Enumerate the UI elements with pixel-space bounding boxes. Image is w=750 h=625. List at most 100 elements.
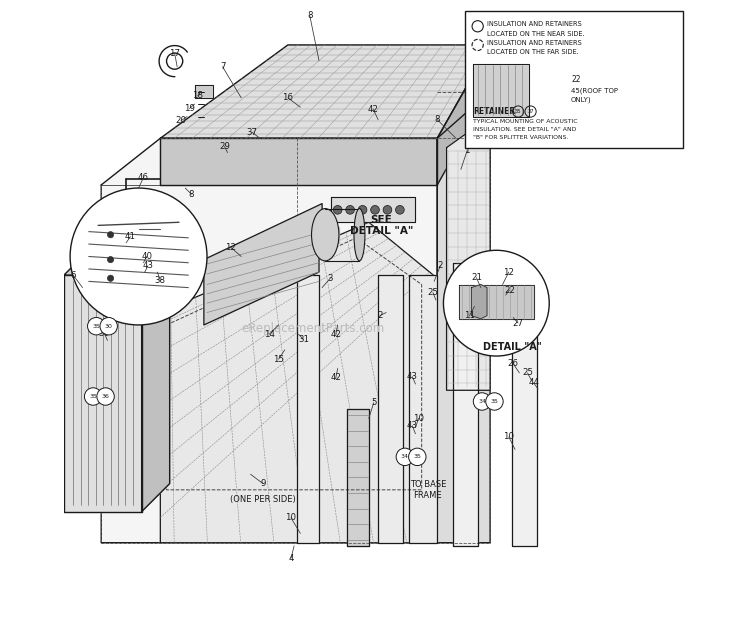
Text: 43: 43 — [406, 421, 418, 430]
Text: 26: 26 — [508, 359, 519, 368]
Circle shape — [88, 318, 105, 335]
Circle shape — [107, 275, 114, 281]
Text: 2: 2 — [377, 311, 382, 320]
Circle shape — [85, 388, 102, 405]
Circle shape — [396, 448, 413, 466]
Text: 20: 20 — [176, 116, 186, 126]
Text: 30: 30 — [105, 324, 112, 329]
Polygon shape — [142, 247, 170, 512]
Text: 40: 40 — [141, 252, 152, 261]
Circle shape — [358, 206, 367, 214]
Ellipse shape — [311, 209, 339, 261]
Text: 17: 17 — [170, 49, 180, 58]
Text: 41: 41 — [125, 232, 136, 241]
Polygon shape — [332, 198, 416, 222]
Circle shape — [486, 392, 503, 410]
Text: ONLY): ONLY) — [571, 96, 592, 103]
Polygon shape — [297, 275, 319, 542]
Text: 45(ROOF TOP: 45(ROOF TOP — [571, 87, 618, 94]
Text: "B" FOR SPLITTER VARIATIONS.: "B" FOR SPLITTER VARIATIONS. — [473, 135, 568, 140]
Text: 25: 25 — [522, 368, 533, 378]
Text: 35: 35 — [514, 109, 521, 114]
Polygon shape — [347, 409, 369, 546]
Circle shape — [100, 318, 118, 335]
Polygon shape — [472, 64, 529, 116]
Text: 35: 35 — [89, 394, 97, 399]
Text: 43: 43 — [142, 261, 154, 271]
Text: (ONE PER SIDE): (ONE PER SIDE) — [230, 494, 296, 504]
Text: 43: 43 — [406, 372, 418, 381]
Text: 14: 14 — [264, 330, 274, 339]
Text: 2: 2 — [437, 261, 443, 271]
Polygon shape — [446, 116, 490, 390]
Text: 34: 34 — [400, 454, 409, 459]
Text: 9: 9 — [260, 479, 266, 488]
Circle shape — [70, 188, 207, 325]
Text: TYPICAL MOUNTING OF ACOUSTIC: TYPICAL MOUNTING OF ACOUSTIC — [473, 119, 578, 124]
Circle shape — [443, 250, 549, 356]
Text: 46: 46 — [138, 173, 149, 182]
Circle shape — [107, 256, 114, 262]
Text: 12: 12 — [503, 268, 515, 276]
Text: 35: 35 — [92, 324, 100, 329]
Text: 21: 21 — [471, 273, 482, 282]
Polygon shape — [459, 284, 534, 319]
Circle shape — [409, 448, 426, 466]
Circle shape — [473, 392, 490, 410]
Polygon shape — [311, 227, 339, 242]
Ellipse shape — [354, 209, 365, 261]
Text: 8: 8 — [307, 11, 313, 19]
Text: 5: 5 — [371, 398, 376, 408]
Text: 42: 42 — [330, 330, 341, 339]
Polygon shape — [453, 262, 478, 546]
Text: 36: 36 — [102, 394, 110, 399]
Text: 10: 10 — [413, 414, 424, 422]
Polygon shape — [472, 284, 487, 319]
Text: 31: 31 — [298, 335, 309, 344]
Text: 42: 42 — [330, 373, 341, 382]
Polygon shape — [512, 275, 537, 546]
Text: 16: 16 — [283, 93, 293, 103]
Text: 25: 25 — [427, 288, 438, 297]
Text: 30: 30 — [99, 329, 109, 338]
Text: eReplacementParts.com: eReplacementParts.com — [242, 321, 385, 334]
Text: 8: 8 — [189, 190, 194, 199]
Text: 15: 15 — [273, 354, 284, 364]
Text: 34: 34 — [478, 399, 486, 404]
Polygon shape — [410, 275, 437, 542]
Circle shape — [383, 206, 392, 214]
Text: LOCATED ON THE NEAR SIDE.: LOCATED ON THE NEAR SIDE. — [487, 31, 585, 37]
Polygon shape — [194, 86, 213, 98]
Text: 29: 29 — [219, 142, 230, 151]
Polygon shape — [437, 45, 490, 185]
Text: INSULATION AND RETAINERS: INSULATION AND RETAINERS — [487, 40, 582, 46]
Text: TO BASE
FRAME: TO BASE FRAME — [410, 480, 446, 499]
Text: INSULATION. SEE DETAIL "A" AND: INSULATION. SEE DETAIL "A" AND — [473, 127, 577, 132]
FancyBboxPatch shape — [465, 11, 683, 147]
Text: 35: 35 — [413, 454, 422, 459]
Text: 10: 10 — [503, 432, 515, 441]
Polygon shape — [160, 222, 437, 542]
Polygon shape — [378, 275, 403, 542]
Text: 10: 10 — [286, 513, 296, 522]
Circle shape — [97, 388, 114, 405]
Text: LOCATED ON THE FAR SIDE.: LOCATED ON THE FAR SIDE. — [487, 49, 579, 56]
Text: 37: 37 — [527, 109, 534, 114]
Circle shape — [107, 232, 114, 238]
Circle shape — [370, 206, 380, 214]
Text: 22: 22 — [504, 286, 515, 294]
Text: INSULATION AND RETAINERS: INSULATION AND RETAINERS — [487, 21, 582, 27]
Polygon shape — [160, 138, 437, 185]
Text: 35: 35 — [490, 399, 499, 404]
Text: 11: 11 — [464, 311, 475, 320]
Text: 12: 12 — [225, 242, 236, 252]
Polygon shape — [64, 247, 170, 275]
Circle shape — [395, 206, 404, 214]
Text: 44: 44 — [528, 378, 539, 388]
Text: RETAINER: RETAINER — [473, 107, 515, 116]
Text: 38: 38 — [154, 276, 166, 284]
Text: 7: 7 — [220, 62, 225, 71]
Polygon shape — [160, 45, 490, 138]
Text: 1: 1 — [464, 146, 470, 155]
Text: 3: 3 — [328, 274, 333, 282]
